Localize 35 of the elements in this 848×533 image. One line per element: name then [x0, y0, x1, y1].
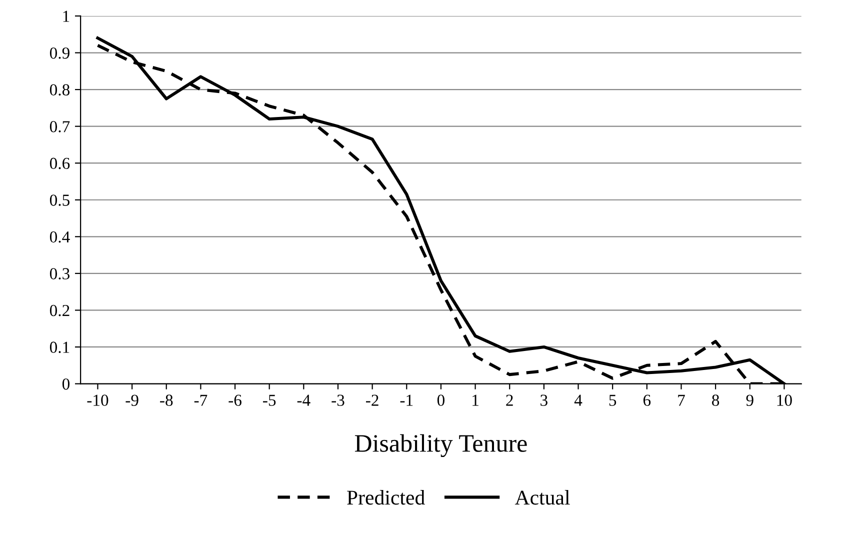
x-tick-label: 2 — [506, 394, 513, 406]
x-tick-label: 0 — [437, 394, 444, 406]
x-tick-label: -3 — [332, 394, 344, 406]
y-tick-label: 0.5 — [50, 194, 70, 206]
legend-label: Actual — [514, 490, 570, 505]
x-tick-label: -6 — [228, 394, 242, 406]
x-tick-label: 3 — [540, 394, 548, 406]
x-tick-label: 5 — [609, 394, 616, 406]
y-tick-label: 0.3 — [50, 268, 70, 280]
x-tick-label: -7 — [194, 394, 208, 406]
y-tick-label: 0.8 — [50, 84, 70, 96]
x-tick-label: 9 — [746, 394, 754, 406]
x-tick-label: 10 — [777, 394, 792, 406]
x-axis-title: Disability Tenure — [354, 434, 527, 458]
y-tick-label: 0.1 — [50, 342, 70, 354]
x-tick-label: -9 — [126, 394, 138, 406]
y-tick-label: 0.6 — [50, 158, 70, 170]
x-tick-label: 6 — [643, 394, 651, 406]
x-tick-label: 7 — [678, 394, 685, 406]
x-tick-label: 1 — [472, 394, 478, 406]
x-tick-label: 8 — [712, 394, 720, 406]
x-tick-label: -5 — [263, 394, 276, 406]
legend-label: Predicted — [347, 490, 425, 505]
x-tick-label: 4 — [574, 394, 582, 406]
x-tick-label: -2 — [366, 394, 378, 406]
y-tick-label: 0.4 — [50, 231, 70, 243]
x-tick-label: -1 — [400, 394, 413, 406]
y-tick-label: 0.2 — [50, 304, 70, 316]
x-tick-label: -8 — [160, 394, 173, 406]
y-tick-label: 1 — [63, 10, 70, 22]
x-tick-label: -10 — [87, 394, 108, 406]
y-tick-label: 0.9 — [50, 47, 70, 59]
y-tick-label: 0 — [62, 378, 70, 390]
y-tick-label: 0.7 — [50, 121, 70, 132]
x-tick-label: -4 — [297, 394, 310, 406]
